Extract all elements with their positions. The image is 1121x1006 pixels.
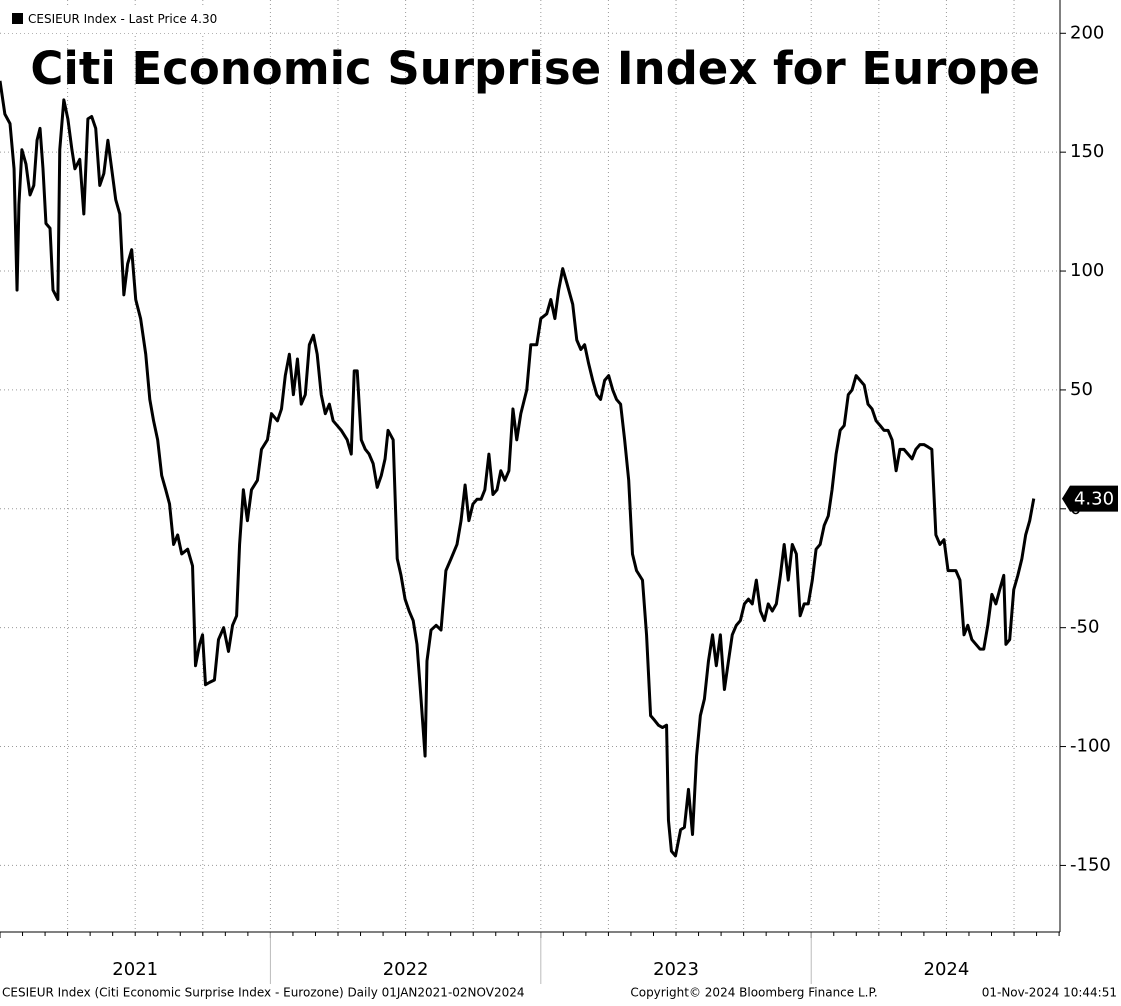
y-tick-label: -50 [1070, 617, 1099, 638]
last-price-label: 4.30 [1074, 489, 1114, 510]
y-tick-label: 150 [1070, 141, 1104, 162]
legend-label: CESIEUR Index - Last Price 4.30 [28, 12, 217, 26]
y-tick-label: 100 [1070, 260, 1104, 281]
x-tick-label: 2023 [653, 959, 699, 980]
y-tick-label: 50 [1070, 379, 1093, 400]
y-tick-label: -150 [1070, 854, 1111, 875]
plot [0, 80, 1036, 858]
x-tick-label: 2024 [924, 959, 970, 980]
legend-last: 4.30 [191, 12, 218, 26]
last-price-marker: 4.30 [1062, 485, 1118, 512]
legend-swatch [12, 13, 23, 24]
footer-description: CESIEUR Index (Citi Economic Surprise In… [2, 986, 525, 1000]
footer-copyright: Copyright© 2024 Bloomberg Finance L.P. [630, 986, 877, 1000]
y-tick-label: -100 [1070, 736, 1111, 757]
x-tick-label: 2021 [112, 959, 158, 980]
y-tick-label: 200 [1070, 22, 1104, 43]
legend: CESIEUR Index - Last Price 4.30 [3, 5, 235, 33]
x-tick-label: 2022 [383, 959, 429, 980]
legend-name: CESIEUR Index - Last Price [28, 12, 187, 26]
footer-timestamp: 01-Nov-2024 10:44:51 [982, 986, 1117, 1000]
last-price-box [1062, 485, 1118, 512]
chart-title: Citi Economic Surprise Index for Europe [30, 42, 1040, 95]
grid [0, 0, 1066, 984]
legend-box [3, 5, 235, 33]
series-line [0, 80, 1036, 858]
